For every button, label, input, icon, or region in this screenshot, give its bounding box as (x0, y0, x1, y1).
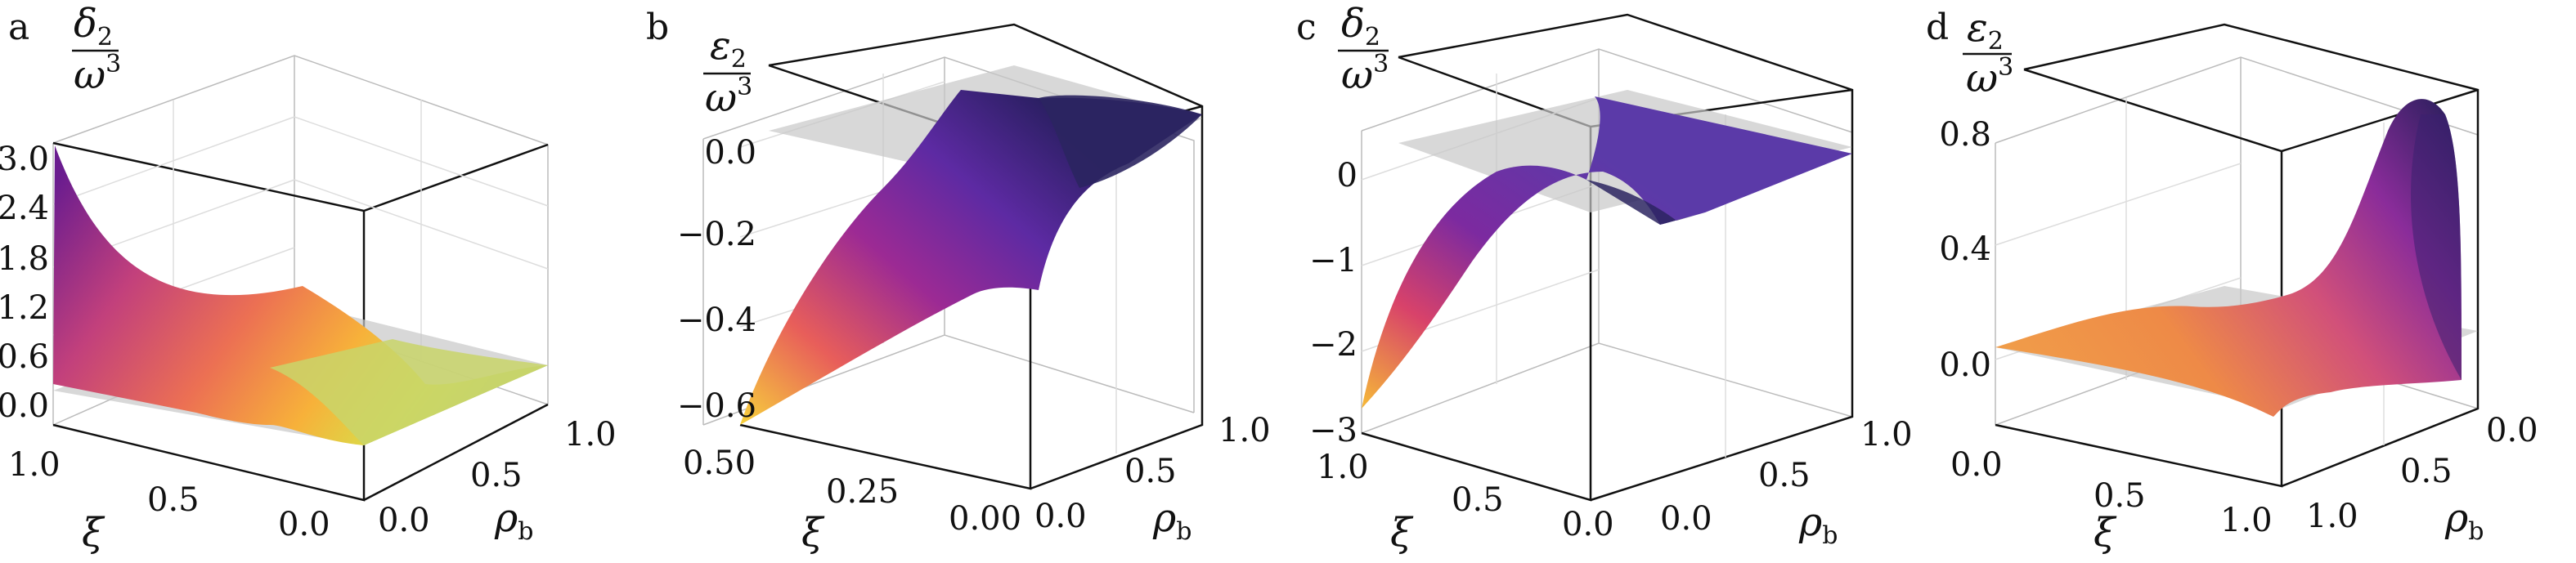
x-tick-label: 0.0 (1562, 506, 1614, 543)
z-label-numerator: ε2 (1967, 5, 2004, 56)
y-tick-label: 0.5 (470, 457, 523, 494)
y-tick-label: 1.0 (1218, 412, 1271, 449)
panel-letter-b: b (646, 7, 669, 48)
z-tick-label: −2 (1309, 326, 1358, 364)
z-label-numerator: ε2 (710, 23, 747, 74)
x-tick-label: 1.0 (8, 446, 61, 484)
z-tick-label: 2.4 (0, 190, 49, 227)
x-tick-label: 1.0 (2220, 502, 2273, 539)
panel-b: b 0.0 −0.2 −0.4 −0.6 ε2 ω3 0.50 0.25 0.0… (646, 7, 1271, 556)
y-tick-label: 0.0 (1660, 500, 1712, 538)
z-tick-label: −3 (1309, 412, 1358, 449)
y-ticks-b: 0.0 0.5 1.0 (1034, 412, 1271, 535)
z-label-denominator: ω3 (705, 73, 752, 121)
z-ticks-d: 0.8 0.4 0.0 (1939, 116, 1991, 384)
y-ticks-d: 1.0 0.5 0.0 (2306, 412, 2538, 535)
y-label-b: ρb (1152, 495, 1192, 546)
y-label-d: ρb (2444, 495, 2484, 546)
z-tick-label: 0.0 (0, 387, 49, 425)
z-label-denominator: ω3 (1341, 50, 1389, 98)
z-tick-label: −0.4 (677, 302, 756, 339)
y-tick-label: 0.0 (378, 502, 430, 539)
panel-d: d 0.8 0.4 0.0 ε2 ω3 0.0 0.5 1.0 ξ 1.0 (1926, 5, 2538, 556)
y-tick-label: 0.5 (1124, 453, 1177, 490)
surface-c (1362, 96, 1852, 409)
panel-letter-d: d (1926, 7, 1949, 48)
x-tick-label: 0.5 (147, 481, 200, 519)
z-tick-label: 0.6 (0, 338, 49, 376)
x-tick-label: 0.5 (2094, 477, 2146, 515)
z-tick-label: −0.2 (677, 216, 756, 253)
y-tick-label: 1.0 (1860, 416, 1913, 454)
z-tick-label: 1.2 (0, 289, 49, 327)
z-tick-label: 0.8 (1939, 116, 1991, 154)
z-tick-label: 1.8 (0, 240, 49, 278)
x-tick-label: 1.0 (1317, 449, 1369, 486)
y-tick-label: 0.5 (2400, 453, 2453, 490)
x-tick-label: 0.00 (949, 500, 1021, 538)
x-label-b: ξ (801, 510, 825, 556)
z-ticks-c: 0 −1 −2 −3 (1309, 157, 1358, 449)
z-tick-label: 0 (1337, 157, 1358, 194)
x-tick-label: 0.0 (1950, 446, 2003, 484)
y-label-c: ρb (1798, 499, 1838, 550)
z-ticks-a: 3.0 2.4 1.8 1.2 0.6 0.0 (0, 141, 49, 425)
surface-a-flat (270, 339, 548, 445)
panel-a: a 3.0 2.4 1.8 1.2 0.6 0.0 δ2 (0, 1, 617, 556)
surface-d-dark (2411, 114, 2462, 380)
z-tick-label: −1 (1309, 242, 1358, 279)
y-ticks-a: 0.0 0.5 1.0 (378, 416, 617, 539)
z-tick-label: 0.4 (1939, 230, 1991, 268)
z-label-numerator: δ2 (1341, 1, 1380, 51)
x-ticks-c: 1.0 0.5 0.0 (1317, 449, 1614, 543)
x-tick-label: 0.5 (1452, 481, 1504, 519)
y-tick-label: 1.0 (2306, 498, 2358, 535)
x-tick-label: 0.25 (826, 473, 899, 511)
x-label-a: ξ (82, 510, 105, 556)
x-ticks-b: 0.50 0.25 0.00 (683, 445, 1021, 538)
z-tick-label: 3.0 (0, 141, 49, 178)
surface-c-dark (1586, 180, 1705, 225)
z-label-numerator: δ2 (74, 1, 113, 51)
surface-d (1995, 99, 2462, 418)
z-label-denominator: ω3 (1966, 53, 2013, 101)
z-label-c: δ2 ω3 (1338, 1, 1389, 98)
x-label-d: ξ (2094, 510, 2117, 556)
z-tick-label: 0.0 (1939, 346, 1991, 384)
z-label-a: δ2 ω3 (72, 1, 121, 98)
z-ticks-b: 0.0 −0.2 −0.4 −0.6 (677, 134, 756, 425)
y-tick-label: 0.5 (1758, 457, 1811, 494)
x-ticks-d: 0.0 0.5 1.0 (1950, 446, 2273, 539)
surface-b-dark (1039, 95, 1202, 188)
y-ticks-c: 0.0 0.5 1.0 (1660, 416, 1913, 538)
x-tick-label: 0.0 (278, 506, 330, 543)
x-ticks-a: 1.0 0.5 0.0 (8, 446, 330, 543)
z-tick-label: 0.0 (704, 134, 756, 172)
y-tick-label: 0.0 (1034, 498, 1087, 535)
panel-letter-a: a (8, 7, 29, 48)
z-label-b: ε2 ω3 (703, 23, 752, 121)
z-label-denominator: ω3 (74, 50, 121, 98)
z-label-d: ε2 ω3 (1963, 5, 2013, 101)
y-label-a: ρb (494, 495, 533, 546)
y-tick-label: 0.0 (2486, 412, 2538, 449)
x-label-c: ξ (1390, 510, 1414, 556)
x-tick-label: 0.50 (683, 445, 756, 482)
y-tick-label: 1.0 (564, 416, 617, 454)
panel-letter-c: c (1296, 7, 1317, 48)
surface-a (53, 145, 548, 445)
z-tick-label: −0.6 (677, 387, 756, 425)
panel-c: c 0 −1 −2 −3 δ2 ω3 1.0 0.5 0.0 ξ (1296, 1, 1913, 556)
